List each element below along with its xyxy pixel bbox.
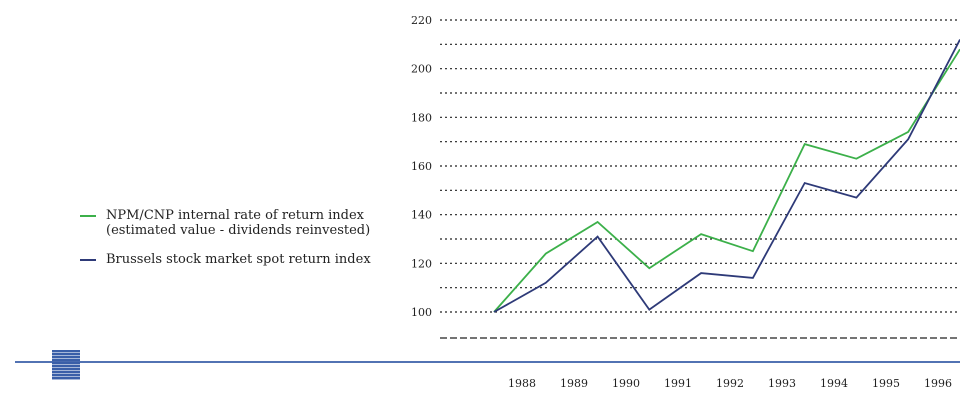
y-tick-label: 180: [411, 111, 432, 124]
x-tick-label: 1995: [872, 377, 900, 390]
x-tick-label: 1994: [820, 377, 848, 390]
legend-swatch-green: [80, 215, 96, 217]
x-tick-label: 1993: [768, 377, 796, 390]
x-tick-label: 1991: [664, 377, 692, 390]
legend-swatch-navy: [80, 259, 96, 261]
x-tick-label: 1992: [716, 377, 744, 390]
x-tick-label: 1996: [924, 377, 952, 390]
y-tick-label: 220: [411, 14, 432, 27]
series-line-npm: [493, 48, 960, 313]
x-tick-label: 1989: [560, 377, 588, 390]
legend-label-brussels: Brussels stock market spot return index: [106, 252, 371, 267]
y-tick-label: 120: [411, 257, 432, 270]
chart-legend: NPM/CNP internal rate of return index (e…: [80, 208, 380, 281]
legend-item-npm: NPM/CNP internal rate of return index (e…: [80, 208, 380, 238]
x-tick-label: 1990: [612, 377, 640, 390]
y-tick-label: 160: [411, 160, 432, 173]
legend-item-brussels: Brussels stock market spot return index: [80, 252, 380, 267]
series-line-brussels: [493, 39, 960, 313]
corner-logo-block: [52, 350, 80, 380]
y-tick-label: 100: [411, 306, 432, 319]
y-tick-label: 200: [411, 63, 432, 76]
legend-label-npm: NPM/CNP internal rate of return index (e…: [106, 208, 371, 238]
y-tick-label: 140: [411, 209, 432, 222]
x-tick-label: 1988: [508, 377, 536, 390]
